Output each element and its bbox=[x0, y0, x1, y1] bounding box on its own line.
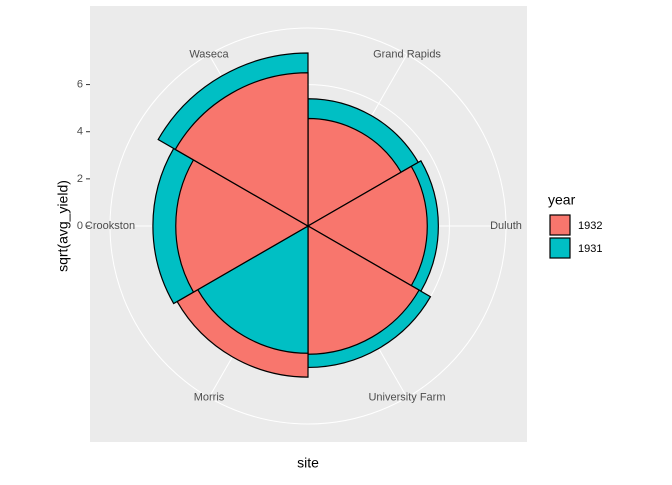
x-axis-title: site bbox=[297, 455, 319, 471]
legend-title: year bbox=[548, 192, 576, 208]
bar bbox=[307, 224, 420, 355]
legend-label: 1932 bbox=[578, 220, 602, 232]
y-tick-label: 2 bbox=[77, 173, 83, 185]
y-tick-label: 4 bbox=[77, 126, 83, 138]
y-tick-label: 6 bbox=[77, 78, 83, 90]
bar bbox=[196, 224, 309, 354]
bar bbox=[306, 165, 428, 287]
y-axis-title: sqrt(avg_yield) bbox=[55, 180, 71, 272]
x-tick-label: Morris bbox=[194, 391, 225, 403]
x-tick-label: Duluth bbox=[490, 220, 522, 232]
bar bbox=[307, 117, 402, 228]
legend-key bbox=[549, 237, 571, 259]
x-tick-label: Crookston bbox=[85, 220, 135, 232]
y-tick-label: 0 bbox=[77, 220, 83, 232]
legend-key bbox=[549, 214, 571, 236]
bar bbox=[174, 72, 309, 228]
x-tick-label: University Farm bbox=[368, 391, 445, 403]
bar bbox=[175, 159, 310, 293]
legend-label: 1931 bbox=[578, 243, 602, 255]
x-tick-label: Waseca bbox=[189, 48, 229, 60]
x-tick-label: Grand Rapids bbox=[373, 48, 441, 60]
